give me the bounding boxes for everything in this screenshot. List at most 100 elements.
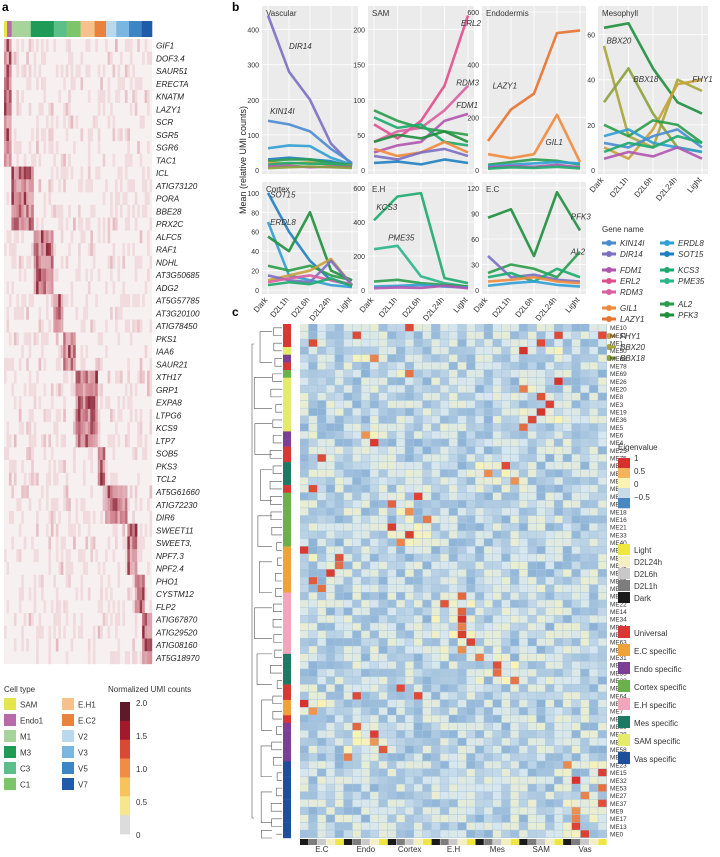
- heatmap-cell: [31, 472, 34, 486]
- heatmap-cell: [58, 345, 61, 359]
- eigen-cell: [475, 630, 484, 639]
- module-label: ME0: [610, 831, 624, 838]
- eigen-cell: [519, 508, 528, 516]
- eigen-cell: [536, 485, 546, 493]
- eigen-cell: [370, 784, 379, 792]
- heatmap-cell: [38, 179, 42, 193]
- eigen-cell: [317, 623, 326, 631]
- heatmap-cell: [45, 306, 49, 320]
- heatmap-cell: [63, 332, 66, 346]
- heatmap-cell: [21, 179, 24, 193]
- eigen-cell: [352, 807, 361, 815]
- eigen-cell: [545, 592, 554, 600]
- eigen-cell: [545, 469, 554, 477]
- heatmap-cell: [58, 306, 61, 320]
- eigen-cell: [431, 730, 440, 738]
- eigen-cell: [449, 331, 458, 339]
- eigen-cell: [580, 446, 589, 454]
- eigen-cell: [431, 715, 440, 723]
- eigen-cell: [598, 508, 607, 516]
- eigen-cell: [528, 776, 537, 784]
- heatmap-cell: [105, 485, 108, 499]
- heatmap-cell: [8, 128, 12, 142]
- eigen-cell: [326, 431, 335, 439]
- heatmap-cell: [112, 128, 116, 142]
- eigen-cell: [300, 692, 309, 700]
- eigen-cell: [457, 830, 467, 838]
- gene-label: KCS9: [156, 424, 178, 433]
- eigen-cell: [440, 799, 449, 807]
- eigen-cell: [519, 515, 528, 523]
- heatmap-cell: [6, 561, 10, 575]
- eigen-cell: [414, 439, 423, 447]
- eigen-cell: [326, 377, 335, 385]
- eigen-cell: [361, 784, 370, 792]
- heatmap-cell: [68, 345, 71, 359]
- eigen-cell: [326, 630, 335, 639]
- heatmap-cell: [144, 345, 148, 359]
- heatmap-cell: [85, 536, 89, 550]
- eigen-cell: [519, 646, 528, 654]
- eigen-cell: [370, 423, 379, 431]
- eigen-cell: [405, 791, 414, 800]
- module-label: ME8: [610, 394, 624, 401]
- module-label: ME53: [610, 785, 627, 792]
- eigen-cell: [484, 768, 493, 777]
- eigen-cell: [317, 784, 326, 792]
- eigen-cell: [370, 630, 379, 639]
- eigen-cell: [387, 462, 396, 470]
- eigen-cell: [343, 822, 353, 830]
- heatmap-cell: [28, 217, 32, 231]
- facet-xtick: D2L6h: [513, 296, 535, 320]
- heatmap-cell: [102, 485, 106, 499]
- eigen-cell: [352, 469, 361, 477]
- eigen-cell: [343, 377, 353, 385]
- eigen-cell: [308, 354, 318, 362]
- umi-colorbar-tick: 2.0: [136, 699, 148, 708]
- heatmap-cell: [147, 561, 150, 575]
- facet-ytick: 200: [247, 98, 259, 105]
- heatmap-cell: [90, 396, 93, 410]
- eigen-cell: [475, 814, 484, 823]
- eigen-cell: [536, 692, 546, 700]
- eigen-cell: [545, 385, 554, 393]
- eigen-cell: [300, 408, 309, 416]
- eigen-cell: [405, 469, 414, 477]
- heatmap-cell: [142, 638, 145, 652]
- heatmap-cell: [97, 472, 101, 486]
- dendrogram-branch: [260, 469, 272, 501]
- eigen-cell: [528, 646, 537, 654]
- eigen-cell: [466, 791, 475, 800]
- eigen-cell: [308, 630, 318, 639]
- eigen-cell: [536, 715, 546, 723]
- eigen-cell: [457, 416, 467, 424]
- cell-type-legend-title: Cell type: [4, 685, 36, 694]
- gene-label: ATIG72230: [155, 501, 198, 510]
- eigen-cell: [449, 370, 458, 378]
- eigen-cell: [431, 661, 440, 669]
- heatmap-cell: [4, 39, 7, 52]
- eigen-cell: [589, 408, 598, 416]
- eigen-cell: [440, 446, 449, 454]
- eigen-cell: [449, 423, 458, 431]
- eigen-cell: [492, 546, 502, 554]
- eigen-cell: [545, 561, 554, 569]
- heatmap-cell: [13, 192, 17, 206]
- eigen-cell: [449, 761, 458, 769]
- heatmap-cell: [55, 306, 59, 320]
- eigen-cell: [492, 784, 502, 792]
- eigen-cell: [396, 830, 405, 838]
- eigen-cell: [571, 768, 581, 777]
- heatmap-cell: [137, 472, 140, 486]
- heatmap-cell: [75, 306, 79, 320]
- eigen-cell: [554, 462, 563, 470]
- eigen-cell: [501, 600, 511, 608]
- heatmap-cell: [28, 421, 32, 435]
- eigen-cell: [563, 508, 572, 516]
- eigen-cell: [335, 699, 344, 708]
- eigen-cell: [352, 446, 361, 454]
- heatmap-cell: [115, 612, 118, 626]
- heatmap-cell: [28, 141, 32, 154]
- eigen-cell: [545, 354, 554, 362]
- eigen-cell: [405, 623, 414, 631]
